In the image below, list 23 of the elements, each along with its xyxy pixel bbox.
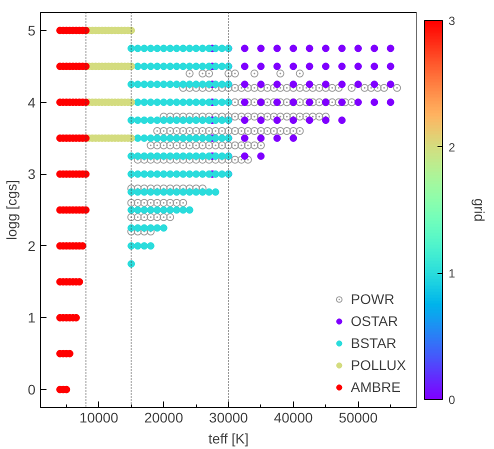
y-tick-label: 0 xyxy=(28,382,36,398)
color-bar-label: 2 xyxy=(448,140,456,154)
legend-label: BSTAR xyxy=(350,335,396,351)
x-tick-label: 10000 xyxy=(79,410,119,426)
y-tick-label: 5 xyxy=(28,22,36,38)
y-axis-title: logg [cgs] xyxy=(4,180,20,240)
legend-label: POLLUX xyxy=(350,357,406,373)
y-tick-label: 4 xyxy=(28,94,36,110)
x-tick-label: 20000 xyxy=(144,410,184,426)
x-tick-label: 50000 xyxy=(338,410,378,426)
x-tick-label: 30000 xyxy=(209,410,248,426)
y-tick-label: 2 xyxy=(28,238,36,254)
legend-label: OSTAR xyxy=(350,313,398,329)
x-axis-title: teff [K] xyxy=(208,430,249,446)
y-tick-label: 3 xyxy=(28,166,36,182)
color-bar-title: grid xyxy=(472,198,488,222)
y-tick-label: 1 xyxy=(28,310,36,326)
x-tick-label: 40000 xyxy=(274,410,314,426)
color-bar-label: 3 xyxy=(448,14,456,28)
legend-label: AMBRE xyxy=(350,379,401,395)
legend-label: POWR xyxy=(350,291,394,307)
color-bar-label: 0 xyxy=(448,393,456,407)
color-bar-label: 1 xyxy=(448,266,456,281)
